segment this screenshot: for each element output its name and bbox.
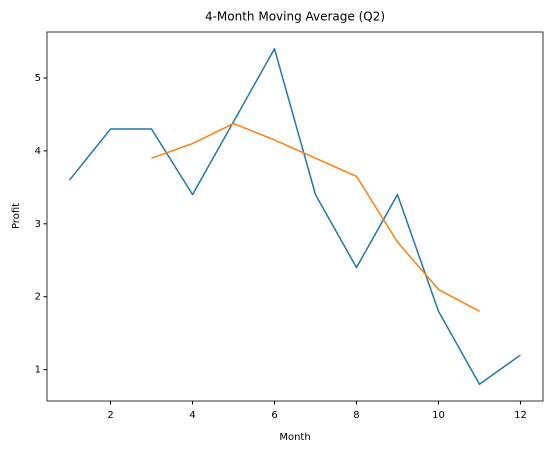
- y-tick-label: 3: [35, 219, 41, 230]
- plot-frame: [46, 31, 544, 402]
- line-series: [68, 48, 521, 385]
- y-tick-label: 1: [35, 365, 41, 376]
- y-axis-label: Profit: [11, 203, 22, 229]
- x-axis-label: Month: [279, 432, 310, 443]
- x-tick-label: 12: [514, 410, 527, 421]
- line-series: [151, 122, 480, 312]
- x-tick-label: 2: [107, 410, 113, 421]
- y-tick-label: 4: [35, 146, 41, 157]
- y-tick-label: 5: [35, 73, 41, 84]
- chart-title: 4-Month Moving Average (Q2): [205, 10, 385, 24]
- x-tick-label: 8: [353, 410, 359, 421]
- y-tick-label: 2: [35, 292, 41, 303]
- x-tick-label: 6: [271, 410, 277, 421]
- x-tick-label: 4: [189, 410, 195, 421]
- x-tick-label: 10: [432, 410, 445, 421]
